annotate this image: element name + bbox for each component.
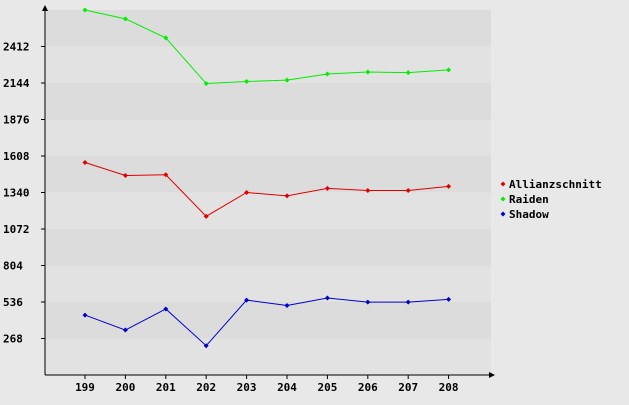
data-point	[82, 312, 88, 318]
grid-band	[45, 229, 491, 266]
data-point	[82, 7, 88, 13]
x-tick-label: 203	[237, 381, 257, 394]
data-point	[284, 77, 290, 83]
data-point	[365, 187, 371, 193]
legend: Allianzschnitt Raiden Shadow	[500, 178, 602, 221]
data-point	[446, 67, 452, 73]
x-tick-label: 205	[317, 381, 337, 394]
y-tick-label: 536	[3, 296, 23, 309]
data-point	[122, 16, 128, 22]
x-tick-label: 207	[398, 381, 418, 394]
series-lines	[82, 7, 452, 349]
data-point	[365, 299, 371, 305]
y-tick-label: 268	[3, 333, 23, 346]
data-point	[284, 303, 290, 309]
series-raiden	[82, 7, 452, 87]
data-point	[324, 71, 330, 77]
data-point	[203, 213, 209, 219]
y-tick-label: 804	[3, 260, 23, 273]
grid-band	[45, 302, 491, 339]
x-tick-label: 208	[439, 381, 459, 394]
x-tick-label: 204	[277, 381, 297, 394]
grid-band	[45, 46, 491, 83]
grid-band	[45, 83, 491, 120]
x-tick-label: 199	[75, 381, 95, 394]
x-tick-label: 200	[115, 381, 135, 394]
data-point	[405, 299, 411, 305]
series-line	[84, 297, 449, 347]
grid-band	[45, 156, 491, 193]
y-tick-label: 1876	[3, 114, 30, 127]
legend-marker	[500, 196, 506, 202]
data-point	[122, 327, 128, 333]
grid-band	[45, 119, 491, 156]
grid-band	[45, 265, 491, 302]
x-tick-label: 202	[196, 381, 216, 394]
data-point	[405, 70, 411, 76]
data-point	[446, 183, 452, 189]
data-point	[365, 69, 371, 75]
data-point	[244, 297, 250, 303]
grid-band	[45, 10, 491, 47]
grid-band	[45, 338, 491, 375]
y-tick-label: 1608	[3, 150, 30, 163]
data-point	[284, 193, 290, 199]
data-point	[163, 35, 169, 41]
data-point	[203, 343, 209, 349]
series-allianzschnitt	[82, 160, 452, 219]
data-point	[324, 185, 330, 191]
y-tick-label: 1072	[3, 223, 30, 236]
legend-marker	[500, 211, 506, 217]
y-axis-arrow	[42, 5, 48, 11]
y-tick-label: 2412	[3, 41, 30, 54]
legend-label: Raiden	[509, 193, 549, 206]
data-point	[446, 296, 452, 302]
legend-label: Shadow	[509, 208, 549, 221]
x-axis-ticks: 199 200 201 202 203 204 205 206 207 208	[75, 375, 459, 394]
data-point	[244, 79, 250, 85]
data-point	[244, 190, 250, 195]
grid-band	[45, 192, 491, 229]
data-point	[82, 160, 88, 166]
axes	[42, 5, 495, 378]
series-shadow	[82, 295, 452, 349]
y-tick-label: 2144	[3, 77, 30, 90]
grid-bands	[45, 10, 491, 375]
y-axis-ticks: 268 536 804 1072 1340 1608 1876 2144 2412	[3, 41, 45, 346]
data-point	[405, 187, 411, 193]
data-point	[324, 295, 330, 301]
x-tick-label: 201	[156, 381, 176, 394]
data-point	[122, 172, 128, 178]
x-tick-label: 206	[358, 381, 378, 394]
data-point	[203, 81, 209, 87]
legend-marker	[500, 181, 506, 187]
x-axis-arrow	[489, 372, 495, 378]
legend-label: Allianzschnitt	[509, 178, 602, 191]
series-line	[84, 162, 449, 217]
data-point	[163, 306, 169, 312]
series-line	[84, 9, 449, 85]
y-tick-label: 1340	[3, 187, 30, 200]
data-point	[163, 172, 169, 178]
